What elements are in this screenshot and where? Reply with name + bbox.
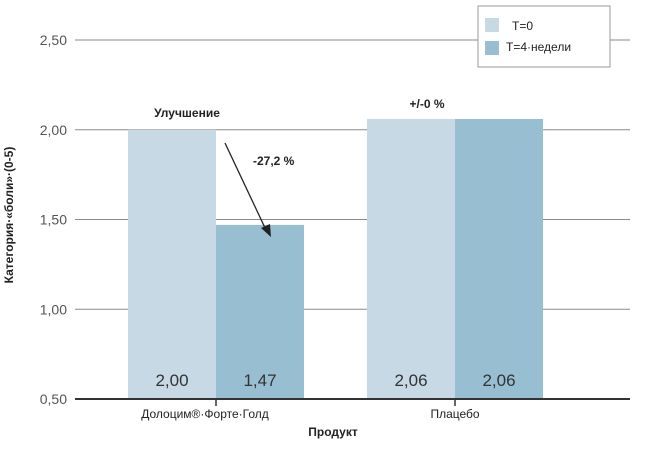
legend: T=0 T=4·недели bbox=[477, 5, 611, 68]
x-axis-title: Продукт bbox=[308, 425, 358, 439]
data-label: 2,06 bbox=[394, 371, 427, 390]
annotation-improvement: Улучшение bbox=[154, 106, 220, 120]
x-category-label: Долоцим®·Форте·Голд bbox=[141, 407, 269, 421]
data-label: 2,00 bbox=[155, 371, 188, 390]
bar bbox=[367, 118, 455, 399]
y-tick-label: 2,00 bbox=[40, 122, 67, 138]
y-axis-title: Категория·«боли»·(0-5) bbox=[2, 147, 16, 284]
data-label: 2,06 bbox=[482, 371, 515, 390]
bar bbox=[216, 224, 304, 399]
legend-swatch bbox=[485, 41, 499, 55]
y-tick-label: 2,50 bbox=[40, 32, 67, 48]
bar bbox=[455, 118, 543, 399]
legend-label: T=4·недели bbox=[506, 40, 571, 54]
annotation-change-2: +/-0 % bbox=[409, 97, 444, 111]
y-tick-label: 1,50 bbox=[40, 212, 67, 228]
legend-label: T=0 bbox=[512, 19, 533, 33]
bar bbox=[128, 129, 216, 399]
x-category-label: Плацебо bbox=[430, 407, 479, 421]
data-label: 1,47 bbox=[243, 371, 276, 390]
annotation-change-1: -27,2 % bbox=[253, 154, 295, 168]
legend-swatch bbox=[485, 18, 499, 32]
y-tick-label: 1,00 bbox=[40, 301, 67, 317]
y-tick-label: 0,50 bbox=[40, 391, 67, 407]
arrow-icon bbox=[224, 142, 271, 237]
